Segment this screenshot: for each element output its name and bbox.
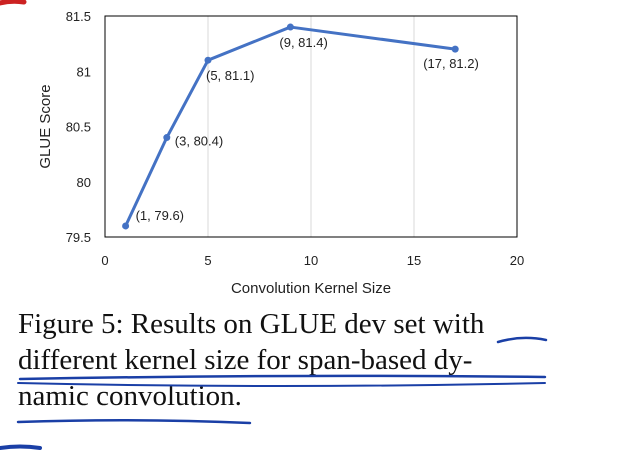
data-point-1 bbox=[163, 134, 171, 142]
data-labels: (1, 79.6) (3, 80.4) (5, 81.1) (9, 81.4) (17,… bbox=[136, 35, 479, 223]
y-tick-label-3: 81 bbox=[77, 64, 91, 79]
caption-line-2: different kernel size for span-based dy- bbox=[18, 344, 473, 376]
series-line bbox=[124, 25, 457, 228]
y-tick-label-2: 80.5 bbox=[66, 120, 91, 135]
y-tick-label-0: 79.5 bbox=[66, 230, 91, 245]
y-tick-labels: 79.5 80 80.5 81 81.5 bbox=[66, 9, 91, 245]
data-label-0: (1, 79.6) bbox=[136, 208, 184, 223]
data-points bbox=[122, 23, 459, 230]
y-axis-title: GLUE Score bbox=[37, 84, 54, 168]
data-label-1: (3, 80.4) bbox=[175, 134, 223, 149]
data-label-4: (17, 81.2) bbox=[423, 56, 479, 71]
y-tick-label-4: 81.5 bbox=[66, 9, 91, 24]
x-tick-label-0: 0 bbox=[101, 253, 108, 268]
data-point-0 bbox=[122, 222, 130, 230]
x-tick-label-4: 20 bbox=[510, 253, 524, 268]
data-label-3: (9, 81.4) bbox=[279, 35, 327, 50]
data-point-2 bbox=[204, 56, 212, 64]
data-point-3 bbox=[286, 23, 294, 31]
caption-line-3: namic convolution. bbox=[18, 380, 242, 412]
x-tick-label-2: 10 bbox=[304, 253, 318, 268]
x-axis-title: Convolution Kernel Size bbox=[231, 280, 391, 297]
figure-caption: Figure 5: Results on GLUE dev set with d… bbox=[18, 306, 628, 414]
caption-line-1: Figure 5: Results on GLUE dev set with bbox=[18, 308, 485, 340]
x-tick-label-1: 5 bbox=[204, 253, 211, 268]
data-label-2: (5, 81.1) bbox=[206, 68, 254, 83]
x-tick-label-3: 15 bbox=[407, 253, 421, 268]
data-point-4 bbox=[451, 45, 459, 53]
line-chart: 79.5 80 80.5 81 81.5 0 5 10 15 20 (1, 79.6) (3, 8… bbox=[37, 9, 524, 297]
plot-border bbox=[104, 15, 518, 238]
pen-stroke-4 bbox=[16, 418, 252, 425]
y-tick-label-1: 80 bbox=[77, 175, 91, 190]
pen-stroke-5 bbox=[0, 444, 42, 450]
series-polyline bbox=[124, 25, 457, 228]
x-tick-labels: 0 5 10 15 20 bbox=[101, 253, 524, 268]
plot-frame bbox=[104, 15, 518, 238]
